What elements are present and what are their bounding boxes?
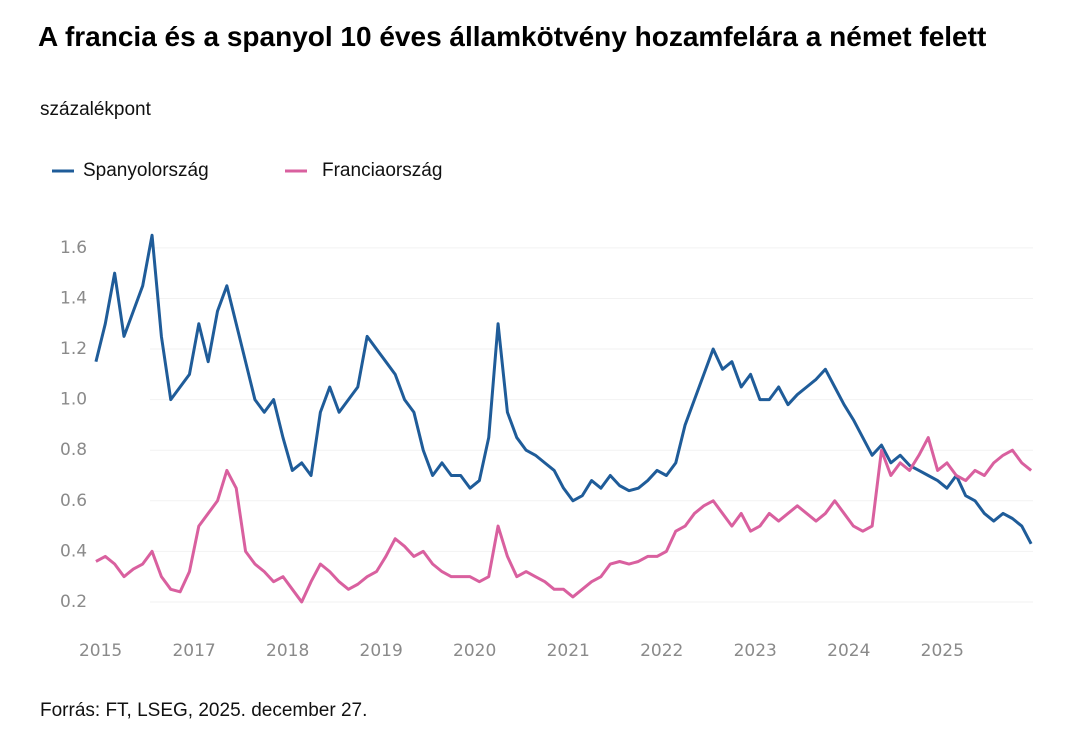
y-tick-label: 1.4 — [60, 288, 87, 308]
x-tick-label: 2023 — [734, 641, 777, 661]
x-tick-label: 2021 — [547, 641, 590, 661]
chart-subtitle: százalékpont — [40, 99, 151, 120]
legend-label: Franciaország — [322, 160, 442, 181]
x-tick-label: 2022 — [640, 641, 683, 661]
legend-label: Spanyolország — [83, 160, 209, 181]
y-tick-label: 1.2 — [60, 339, 87, 359]
x-tick-label: 2024 — [827, 641, 870, 661]
chart-title: A francia és a spanyol 10 éves államkötv… — [38, 21, 987, 52]
x-tick-label: 2019 — [360, 641, 403, 661]
x-tick-label: 2015 — [79, 641, 122, 661]
series-line — [94, 233, 1033, 545]
x-tick-label: 2018 — [266, 641, 309, 661]
x-tick-label: 2020 — [453, 641, 496, 661]
y-tick-label: 1.6 — [60, 238, 87, 258]
x-tick-label: 2025 — [921, 641, 964, 661]
y-tick-label: 0.8 — [60, 440, 87, 460]
series-line — [95, 436, 1033, 604]
y-tick-label: 0.2 — [60, 592, 87, 612]
y-tick-label: 0.6 — [60, 491, 87, 511]
source-note: Forrás: FT, LSEG, 2025. december 27. — [40, 700, 368, 721]
x-tick-label: 2017 — [172, 641, 215, 661]
y-tick-label: 0.4 — [60, 541, 87, 561]
y-tick-label: 1.0 — [60, 390, 87, 410]
